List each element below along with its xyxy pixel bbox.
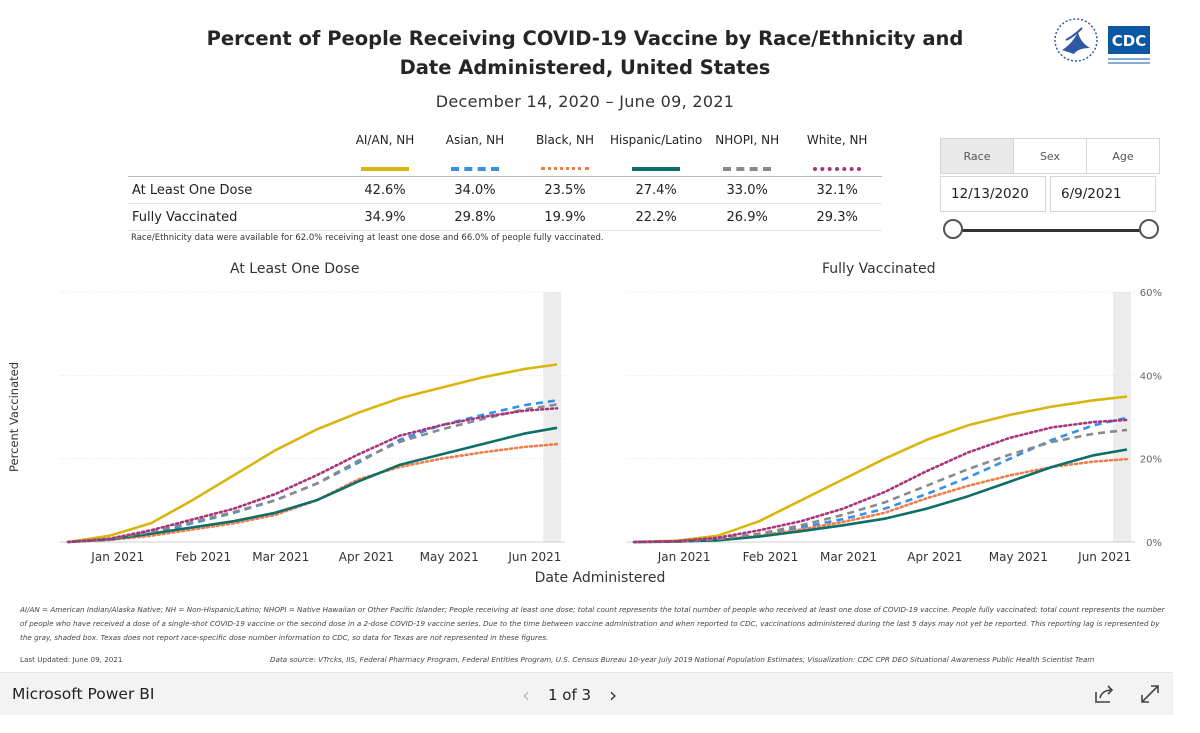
y-tick-label: 0%	[1146, 538, 1162, 549]
page-navigator: ‹ 1 of 3 ›	[522, 683, 617, 707]
series-line-white-nh	[66, 407, 559, 544]
share-icon[interactable]	[1092, 682, 1116, 706]
footnote: AI/AN = American Indian/Alaska Native; N…	[20, 605, 1165, 642]
date-slider-track[interactable]	[953, 229, 1149, 232]
chart-title-one-dose: At Least One Dose	[230, 261, 360, 277]
x-tick-label: Apr 2021	[339, 550, 394, 564]
tab-sex[interactable]: Sex	[1013, 139, 1086, 173]
legend-swatch-white	[813, 166, 862, 171]
x-tick-label: Feb 2021	[176, 550, 232, 564]
y-axis-label-wrap: Percent Vaccinated	[7, 362, 117, 486]
series-line-asian-nh	[67, 399, 558, 544]
series-line-white-nh	[632, 418, 1129, 544]
table-cell: 34.0%	[430, 176, 520, 204]
chart-at-least-one-dose: Jan 2021 Feb 2021 Mar 2021 Apr 2021 May 2021…	[60, 291, 565, 564]
table-row: At Least One Dose 42.6% 34.0% 23.5% 27.4…	[128, 176, 883, 204]
hhs-eagle-icon	[1062, 32, 1090, 54]
cdc-logo-text: CDC	[1112, 32, 1146, 50]
row-label: Fully Vaccinated	[128, 203, 340, 231]
cdc-badge	[1108, 26, 1150, 54]
chart-fully-vaccinated: 0% 20% 40% 60% Jan 2021 Feb 2021 Mar 2021 Apr 2…	[626, 288, 1162, 564]
table-cell: 34.9%	[340, 203, 430, 231]
series-line-hispanic-latino	[67, 426, 558, 544]
report-title: Percent of People Receiving COVID-19 Vac…	[170, 24, 1000, 82]
page-indicator: 1 of 3	[548, 686, 592, 704]
tab-race[interactable]: Race	[941, 139, 1013, 173]
table-row: Fully Vaccinated 34.9% 29.8% 19.9% 22.2%…	[128, 203, 883, 231]
series-line-nhopi-nh	[633, 428, 1128, 544]
table-cell: 27.4%	[610, 176, 703, 204]
date-slider-end-handle[interactable]	[1139, 219, 1159, 239]
previous-page-icon[interactable]: ‹	[522, 683, 530, 707]
x-axis-label: Date Administered	[534, 570, 666, 586]
x-tick-label: Jun 2021	[507, 550, 561, 564]
cdc-logo: CDC	[1054, 18, 1150, 64]
column-header: Black, NH	[535, 133, 595, 147]
start-date-input[interactable]: 12/13/2020	[940, 176, 1046, 212]
legend-swatch-asian	[451, 166, 499, 171]
x-tick-label: Mar 2021	[820, 550, 877, 564]
x-tick-label: Jan 2021	[657, 550, 711, 564]
charts-area: Jan 2021 Feb 2021 Mar 2021 Apr 2021 May 2021…	[60, 288, 1162, 564]
hhs-seal-icon	[1054, 18, 1098, 62]
legend-swatch-aian	[361, 166, 409, 171]
table-cell: 33.0%	[702, 176, 793, 204]
series-line-nhopi-nh	[67, 403, 558, 544]
y-axis-label: Percent Vaccinated	[7, 361, 21, 472]
series-line-black-nh	[632, 457, 1129, 544]
series-line-ai-an-nh	[67, 363, 558, 544]
legend-swatch-hispanic	[632, 166, 681, 171]
data-source: Data source: VTrcks, IIS, Federal Pharma…	[270, 655, 1095, 664]
x-tick-label: May 2021	[989, 550, 1048, 564]
y-tick-label: 40%	[1140, 371, 1162, 382]
legend-swatch-black	[541, 167, 589, 170]
series-line-ai-an-nh	[633, 395, 1128, 544]
table-cell: 26.9%	[702, 203, 793, 231]
date-range: December 14, 2020 – June 09, 2021	[435, 92, 735, 111]
x-tick-label: Jun 2021	[1077, 550, 1131, 564]
y-tick-label: 60%	[1140, 288, 1162, 299]
reporting-lag-shade	[1113, 292, 1131, 542]
table-cell: 19.9%	[520, 203, 610, 231]
row-label: At Least One Dose	[128, 176, 340, 204]
x-tick-label: May 2021	[420, 550, 479, 564]
table-cell: 29.8%	[430, 203, 520, 231]
column-header: Asian, NH	[445, 133, 505, 147]
x-tick-label: Feb 2021	[743, 550, 799, 564]
column-header: AI/AN, NH	[355, 133, 415, 147]
last-updated: Last Updated: June 09, 2021	[20, 655, 123, 664]
summary-table: AI/AN, NH Asian, NH Black, NH Hispanic/L…	[128, 133, 883, 231]
column-header: Hispanic/Latino	[610, 133, 703, 147]
powerbi-brand-link[interactable]: Microsoft Power BI	[12, 685, 155, 703]
series-line-hispanic-latino	[633, 448, 1128, 544]
next-page-icon[interactable]: ›	[609, 683, 618, 707]
end-date-input[interactable]: 6/9/2021	[1050, 176, 1156, 212]
y-tick-label: 20%	[1140, 455, 1162, 466]
reporting-lag-shade	[543, 292, 561, 542]
table-cell: 23.5%	[520, 176, 610, 204]
table-cell: 22.2%	[610, 203, 703, 231]
legend-swatch-nhopi	[723, 166, 772, 171]
series-line-asian-nh	[633, 416, 1128, 544]
title-line-1: Percent of People Receiving COVID-19 Vac…	[206, 27, 964, 50]
tab-age[interactable]: Age	[1086, 139, 1159, 173]
date-slider-start-handle[interactable]	[943, 219, 963, 239]
x-tick-label: Mar 2021	[252, 550, 309, 564]
column-header: NHOPI, NH	[715, 133, 780, 147]
chart-title-fully: Fully Vaccinated	[822, 261, 936, 277]
table-cell: 42.6%	[340, 176, 430, 204]
table-cell: 29.3%	[792, 203, 883, 231]
column-header: White, NH	[806, 133, 868, 147]
x-tick-label: Jan 2021	[90, 550, 144, 564]
table-cell: 32.1%	[792, 176, 883, 204]
x-tick-label: Apr 2021	[907, 550, 962, 564]
demographic-tabs: Race Sex Age	[940, 138, 1160, 174]
powerbi-footer	[0, 672, 1173, 715]
fullscreen-icon[interactable]	[1138, 682, 1162, 706]
title-line-2: Date Administered, United States	[399, 56, 771, 79]
availability-note: Race/Ethnicity data were available for 6…	[131, 233, 604, 243]
